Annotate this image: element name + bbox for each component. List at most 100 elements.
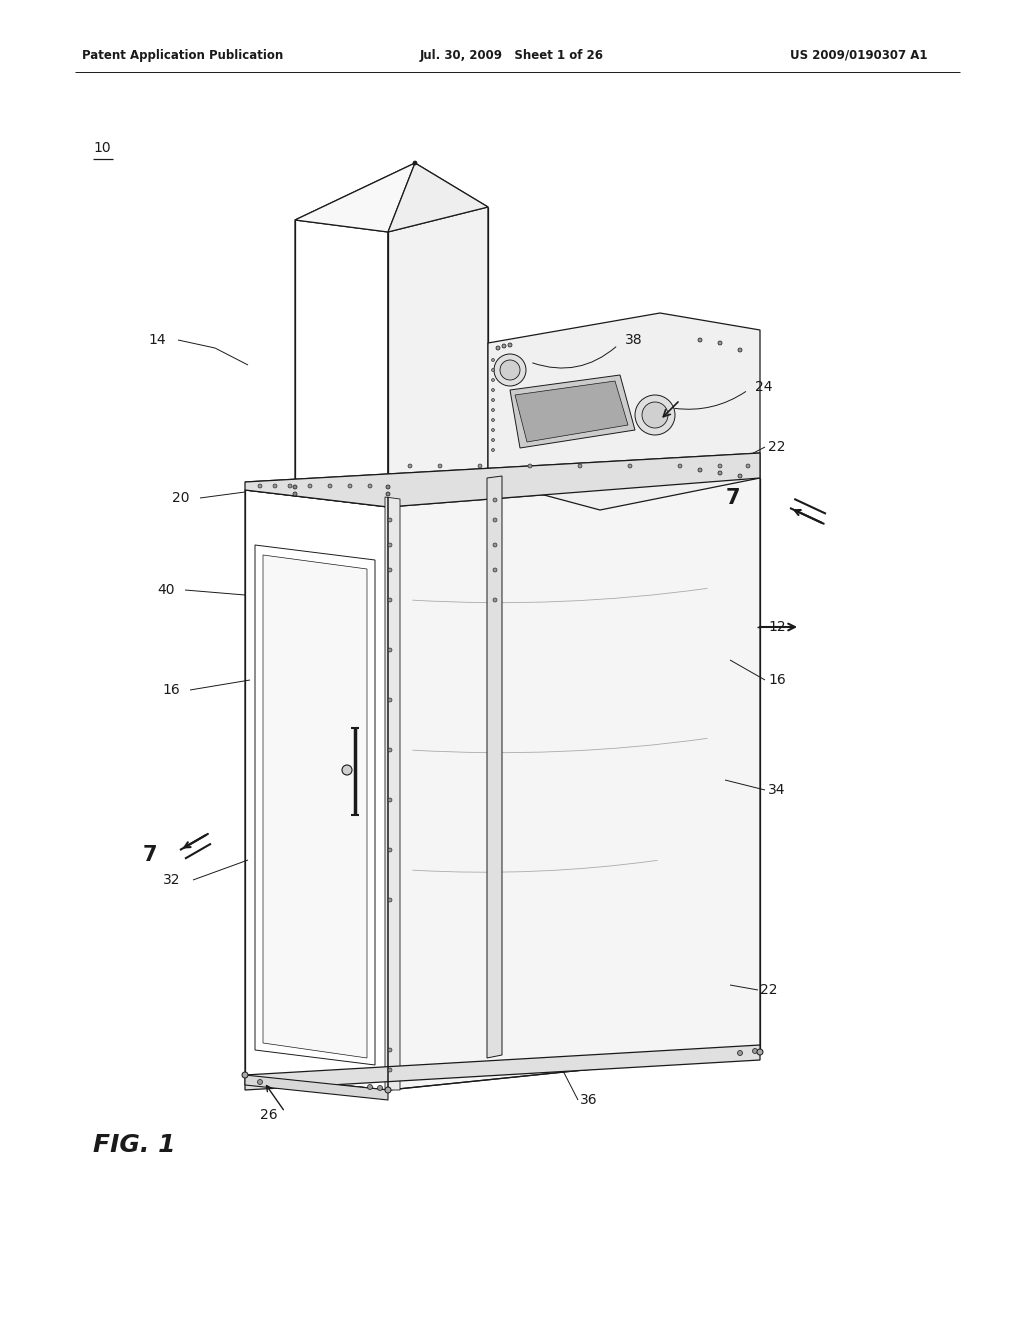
Circle shape: [492, 399, 495, 401]
Circle shape: [492, 449, 495, 451]
Circle shape: [293, 484, 297, 488]
Circle shape: [718, 465, 722, 469]
Circle shape: [328, 484, 332, 488]
Circle shape: [308, 484, 312, 488]
Circle shape: [492, 388, 495, 392]
Polygon shape: [245, 1045, 760, 1090]
Circle shape: [578, 465, 582, 469]
Text: 7: 7: [143, 845, 158, 865]
Text: 10: 10: [93, 141, 111, 154]
Circle shape: [492, 418, 495, 421]
Polygon shape: [245, 490, 388, 1090]
Circle shape: [753, 1048, 758, 1053]
Text: 24: 24: [755, 380, 772, 393]
Circle shape: [738, 348, 742, 352]
Circle shape: [348, 484, 352, 488]
Polygon shape: [245, 1074, 388, 1100]
Text: 22: 22: [760, 983, 777, 997]
Circle shape: [368, 484, 372, 488]
Circle shape: [242, 1072, 248, 1078]
Text: 38: 38: [625, 333, 643, 347]
Polygon shape: [245, 453, 760, 507]
Circle shape: [737, 1051, 742, 1056]
Circle shape: [493, 598, 497, 602]
Circle shape: [388, 568, 392, 572]
Circle shape: [342, 766, 352, 775]
Circle shape: [388, 1068, 392, 1072]
Circle shape: [385, 1086, 391, 1093]
Polygon shape: [388, 478, 760, 1090]
Circle shape: [413, 161, 417, 165]
Text: 20: 20: [172, 491, 189, 506]
Polygon shape: [255, 545, 375, 1065]
Circle shape: [746, 465, 750, 469]
Circle shape: [718, 341, 722, 345]
Circle shape: [494, 354, 526, 385]
Circle shape: [492, 438, 495, 441]
Circle shape: [698, 469, 702, 473]
Polygon shape: [388, 207, 488, 498]
Circle shape: [500, 360, 520, 380]
Circle shape: [493, 543, 497, 546]
Circle shape: [478, 465, 482, 469]
Circle shape: [378, 1085, 383, 1090]
Text: 34: 34: [768, 783, 785, 797]
Circle shape: [257, 1080, 262, 1085]
Text: 36: 36: [580, 1093, 598, 1107]
Circle shape: [698, 338, 702, 342]
Circle shape: [388, 847, 392, 851]
Circle shape: [493, 498, 497, 502]
Circle shape: [388, 598, 392, 602]
Text: 16: 16: [162, 682, 180, 697]
Polygon shape: [488, 313, 760, 510]
Circle shape: [388, 799, 392, 803]
Circle shape: [258, 484, 262, 488]
Circle shape: [386, 492, 390, 496]
Circle shape: [288, 484, 292, 488]
Polygon shape: [515, 381, 628, 442]
Circle shape: [492, 379, 495, 381]
Circle shape: [368, 1085, 373, 1089]
Text: 32: 32: [163, 873, 180, 887]
Circle shape: [493, 568, 497, 572]
Text: Patent Application Publication: Patent Application Publication: [82, 49, 284, 62]
Circle shape: [408, 465, 412, 469]
Text: 26: 26: [260, 1107, 278, 1122]
Circle shape: [293, 492, 297, 496]
Circle shape: [502, 345, 506, 348]
Circle shape: [496, 346, 500, 350]
Circle shape: [438, 465, 442, 469]
Circle shape: [757, 1049, 763, 1055]
Polygon shape: [385, 498, 400, 1090]
Circle shape: [493, 517, 497, 521]
Polygon shape: [295, 220, 388, 498]
Polygon shape: [388, 162, 488, 232]
Circle shape: [388, 543, 392, 546]
Circle shape: [388, 1048, 392, 1052]
Circle shape: [628, 465, 632, 469]
Text: 40: 40: [157, 583, 174, 597]
Circle shape: [642, 403, 668, 428]
Text: FIG. 1: FIG. 1: [93, 1133, 175, 1158]
Polygon shape: [487, 477, 502, 1059]
Text: 14: 14: [148, 333, 166, 347]
Circle shape: [388, 748, 392, 752]
Text: 16: 16: [768, 673, 785, 686]
Polygon shape: [263, 554, 367, 1059]
Circle shape: [388, 648, 392, 652]
Circle shape: [388, 898, 392, 902]
Circle shape: [718, 471, 722, 475]
Text: 12: 12: [768, 620, 785, 634]
Circle shape: [388, 698, 392, 702]
Text: 7: 7: [726, 488, 740, 508]
Circle shape: [528, 465, 532, 469]
Text: 22: 22: [768, 440, 785, 454]
Circle shape: [388, 517, 392, 521]
Circle shape: [273, 484, 278, 488]
Text: US 2009/0190307 A1: US 2009/0190307 A1: [790, 49, 928, 62]
Polygon shape: [510, 375, 635, 447]
Circle shape: [492, 429, 495, 432]
Polygon shape: [295, 162, 415, 232]
Circle shape: [386, 484, 390, 488]
Text: Jul. 30, 2009   Sheet 1 of 26: Jul. 30, 2009 Sheet 1 of 26: [420, 49, 604, 62]
